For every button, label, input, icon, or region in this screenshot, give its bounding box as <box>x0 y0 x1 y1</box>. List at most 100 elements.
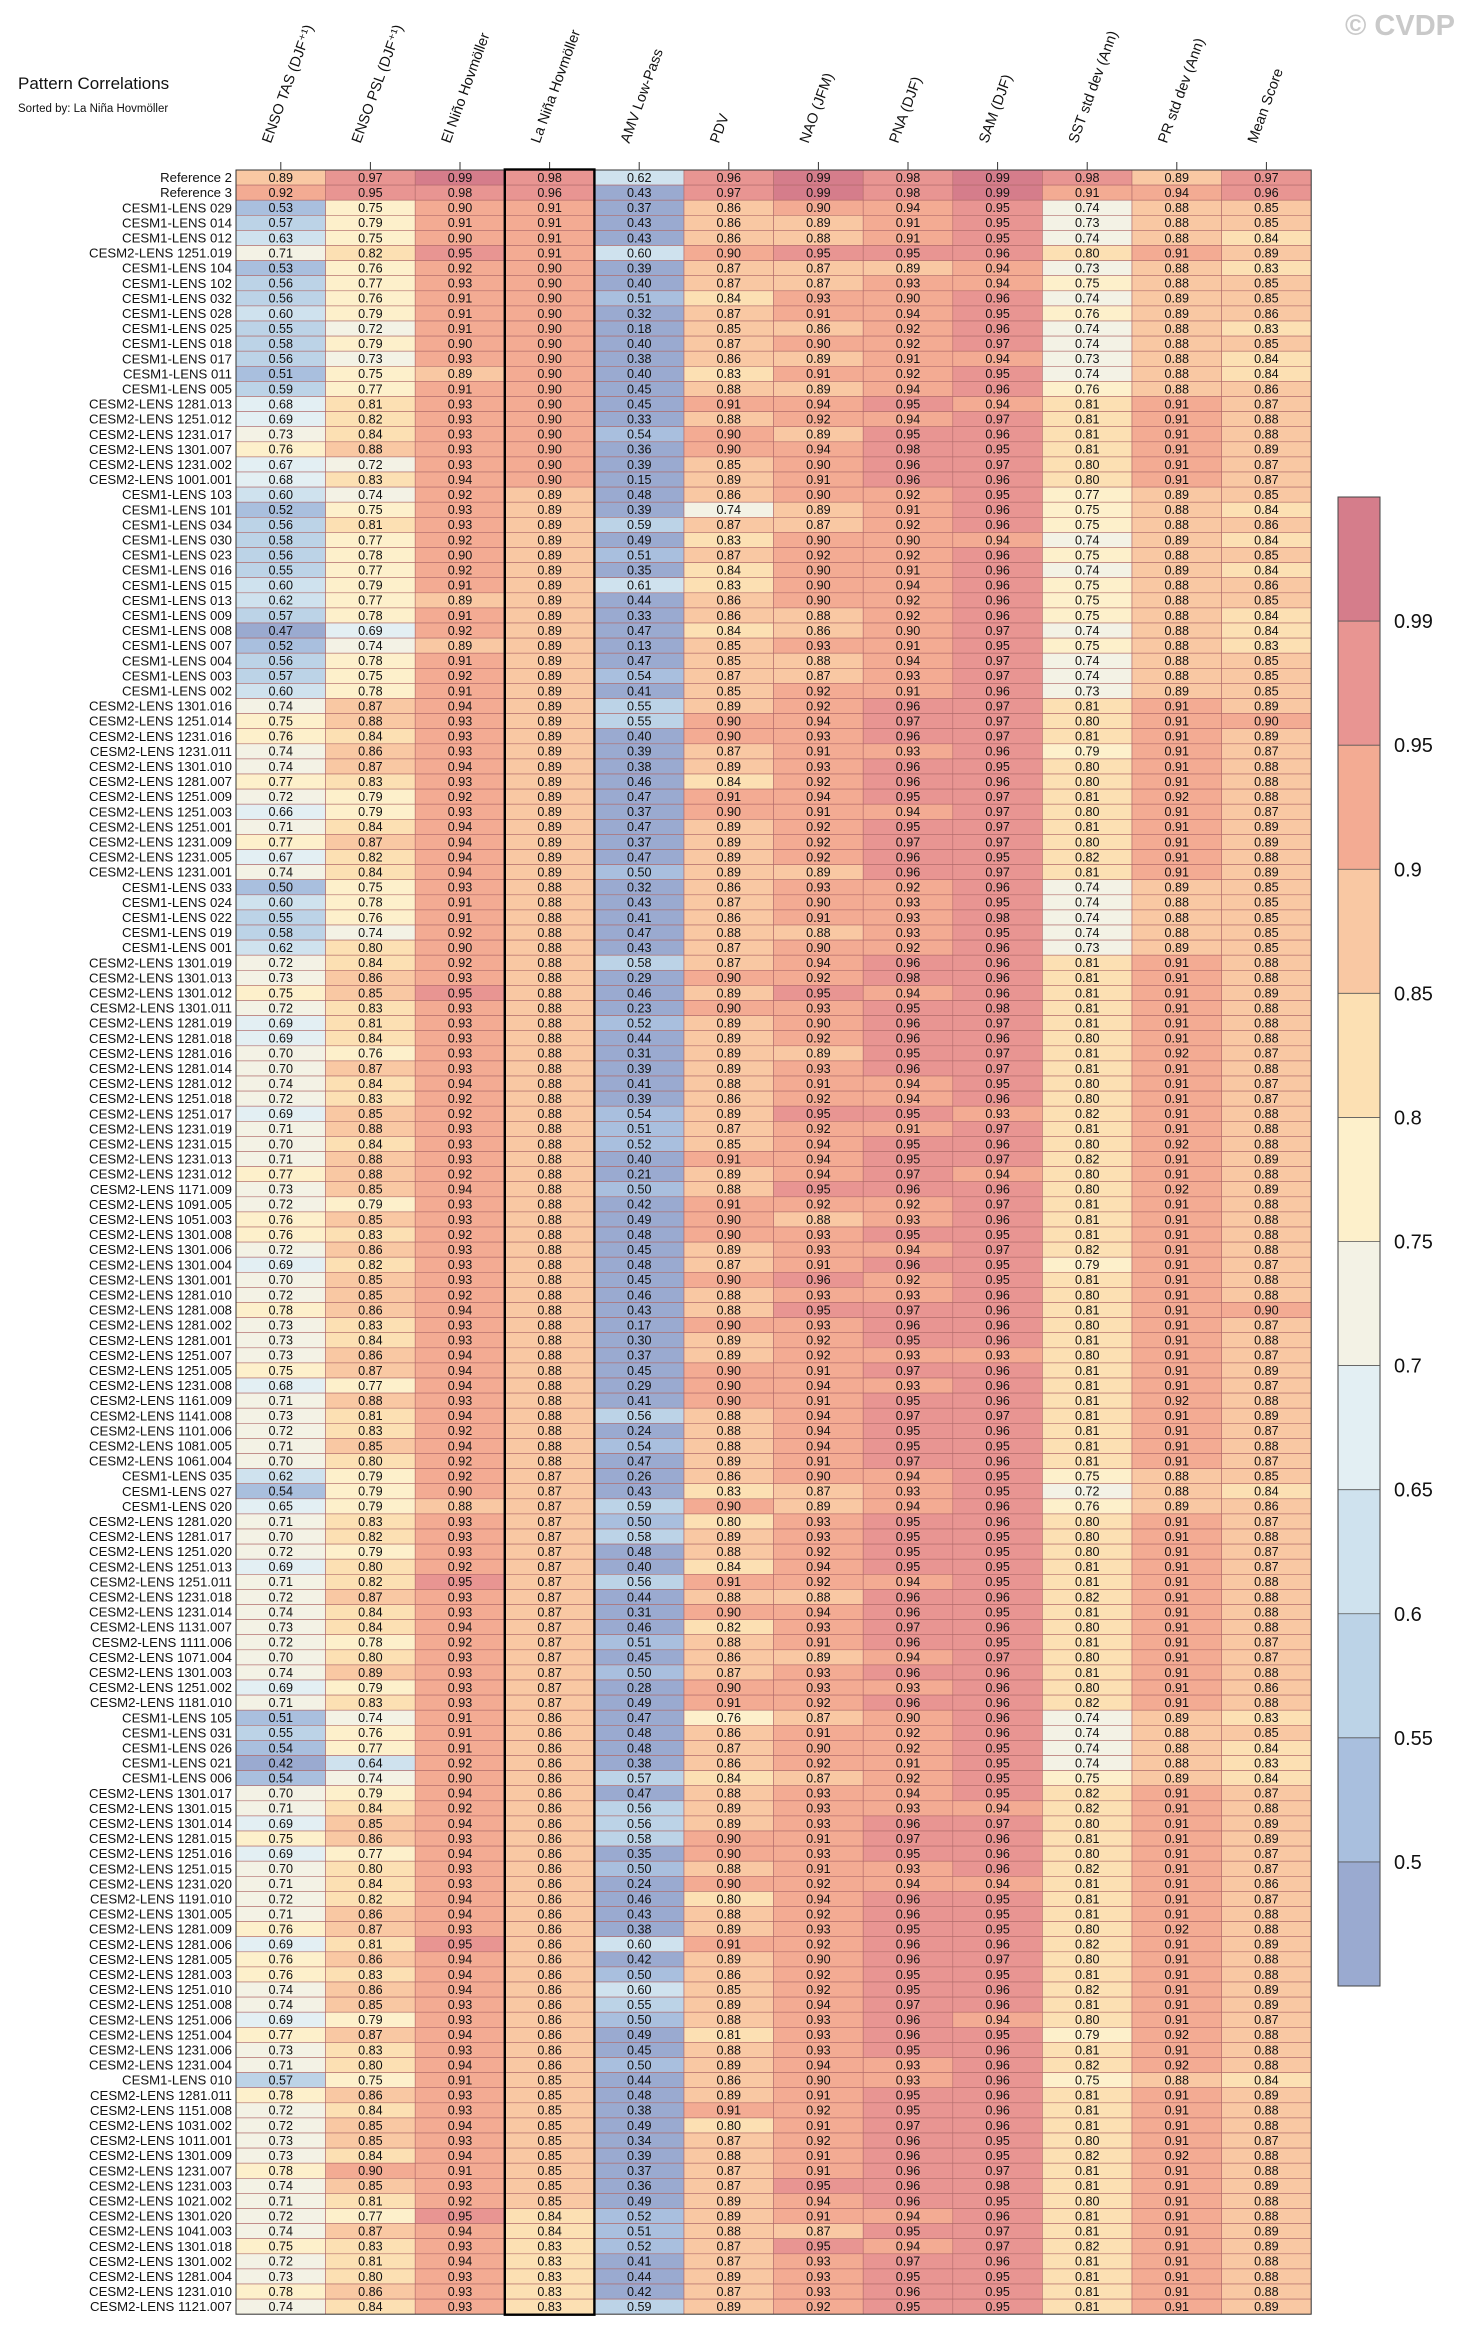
cell-value-label: 0.88 <box>537 1394 562 1408</box>
cell-value-label: 0.51 <box>627 292 652 306</box>
cell-value-label: 0.94 <box>806 1137 831 1151</box>
row-label: CESM1-LENS 013 <box>122 593 232 608</box>
cell-value-label: 0.60 <box>627 1983 652 1997</box>
cell-value-label: 0.93 <box>448 1318 473 1332</box>
cell-value-label: 0.80 <box>1075 1318 1100 1332</box>
cell-value-label: 0.93 <box>806 1228 831 1242</box>
cell-value-label: 0.98 <box>896 971 921 985</box>
cell-value-label: 0.92 <box>896 941 921 955</box>
cell-value-label: 0.91 <box>806 1454 831 1468</box>
cell-value-label: 0.81 <box>1075 2300 1100 2314</box>
cell-value-label: 0.54 <box>627 428 652 442</box>
cell-value-label: 0.89 <box>537 548 562 562</box>
cell-value-label: 0.91 <box>806 307 831 321</box>
cell-value-label: 0.85 <box>1254 684 1279 698</box>
cell-value-label: 0.84 <box>1254 609 1279 623</box>
cell-value-label: 0.93 <box>806 1001 831 1015</box>
cell-value-label: 0.93 <box>806 2255 831 2269</box>
cell-value-label: 0.80 <box>358 2270 383 2284</box>
cell-value-label: 0.93 <box>448 1213 473 1227</box>
column-header: ENSO TAS (DJF⁺¹) <box>260 23 318 146</box>
cell-value-label: 0.94 <box>806 1424 831 1438</box>
row-label: CESM1-LENS 033 <box>122 880 232 895</box>
cell-value-label: 0.92 <box>806 1696 831 1710</box>
cell-value-label: 0.86 <box>717 1968 742 1982</box>
cell-value-label: 0.95 <box>806 1183 831 1197</box>
cell-value-label: 0.91 <box>717 397 742 411</box>
row-label: CESM2-LENS 1301.005 <box>89 1907 232 1922</box>
cell-value-label: 0.92 <box>896 1741 921 1755</box>
cell-value-label: 0.86 <box>358 745 383 759</box>
cell-value-label: 0.69 <box>269 2013 294 2027</box>
cell-value-label: 0.72 <box>269 1892 294 1906</box>
cell-value-label: 0.82 <box>1075 1152 1100 1166</box>
cell-value-label: 0.96 <box>985 1726 1010 1740</box>
cell-value-label: 0.82 <box>1075 1802 1100 1816</box>
cell-value-label: 0.89 <box>537 835 562 849</box>
cell-value-label: 0.92 <box>806 548 831 562</box>
cell-value-label: 0.80 <box>1075 246 1100 260</box>
cell-value-label: 0.95 <box>985 1273 1010 1287</box>
cell-value-label: 0.75 <box>358 503 383 517</box>
row-label: CESM1-LENS 016 <box>122 563 232 578</box>
cell-value-label: 0.88 <box>537 941 562 955</box>
cell-value-label: 0.95 <box>896 1922 921 1936</box>
cell-value-label: 0.91 <box>1165 443 1190 457</box>
cell-value-label: 0.77 <box>358 594 383 608</box>
cell-value-label: 0.99 <box>806 171 831 185</box>
cell-value-label: 0.93 <box>448 1877 473 1891</box>
cell-value-label: 0.54 <box>269 1741 294 1755</box>
cell-value-label: 0.90 <box>448 1771 473 1785</box>
cell-value-label: 0.69 <box>358 624 383 638</box>
cell-value-label: 0.87 <box>717 2285 742 2299</box>
cell-value-label: 0.89 <box>717 1530 742 1544</box>
cell-value-label: 0.83 <box>717 579 742 593</box>
cell-value-label: 0.89 <box>1254 820 1279 834</box>
cell-value-label: 0.48 <box>627 2089 652 2103</box>
cell-value-label: 0.92 <box>448 1756 473 1770</box>
cell-value-label: 0.72 <box>269 790 294 804</box>
cell-value-label: 0.88 <box>1165 1485 1190 1499</box>
cell-value-label: 0.95 <box>806 1303 831 1317</box>
cell-value-label: 0.91 <box>1165 1062 1190 1076</box>
cell-value-label: 0.88 <box>717 382 742 396</box>
cell-value-label: 0.93 <box>448 1530 473 1544</box>
cell-value-label: 0.93 <box>448 2104 473 2118</box>
cell-value-label: 0.83 <box>1254 1711 1279 1725</box>
cell-value-label: 0.95 <box>896 1152 921 1166</box>
cell-value-label: 0.89 <box>717 1998 742 2012</box>
row-label: CESM2-LENS 1251.006 <box>89 2012 232 2027</box>
cell-value-label: 0.93 <box>896 1379 921 1393</box>
cell-value-label: 0.93 <box>896 2058 921 2072</box>
cell-value-label: 0.88 <box>537 971 562 985</box>
cell-value-label: 0.87 <box>1254 1424 1279 1438</box>
cell-value-label: 0.73 <box>269 2270 294 2284</box>
cell-value-label: 0.74 <box>1075 563 1100 577</box>
cell-value-label: 0.81 <box>1075 2224 1100 2238</box>
cell-value-label: 0.95 <box>896 1107 921 1121</box>
cell-value-label: 0.94 <box>985 261 1010 275</box>
cell-value-label: 0.96 <box>896 2149 921 2163</box>
cell-value-label: 0.76 <box>358 911 383 925</box>
cell-value-label: 0.74 <box>269 760 294 774</box>
cell-value-label: 0.91 <box>1165 2119 1190 2133</box>
cell-value-label: 0.93 <box>896 745 921 759</box>
cell-value-label: 0.89 <box>1254 2240 1279 2254</box>
cell-value-label: 0.15 <box>627 473 652 487</box>
cell-value-label: 0.63 <box>269 231 294 245</box>
cell-value-label: 0.75 <box>358 367 383 381</box>
cell-value-label: 0.85 <box>537 2164 562 2178</box>
cell-value-label: 0.91 <box>717 1198 742 1212</box>
row-label: CESM2-LENS 1301.012 <box>89 985 232 1000</box>
cell-value-label: 0.87 <box>1254 473 1279 487</box>
colorbar-swatch <box>1338 993 1380 1118</box>
cell-value-label: 0.95 <box>985 367 1010 381</box>
cell-value-label: 0.81 <box>1075 1998 1100 2012</box>
cell-value-label: 0.73 <box>1075 261 1100 275</box>
cell-value-label: 0.92 <box>896 548 921 562</box>
cell-value-label: 0.89 <box>717 850 742 864</box>
cell-value-label: 0.74 <box>1075 1726 1100 1740</box>
cell-value-label: 0.87 <box>1254 2013 1279 2027</box>
cell-value-label: 0.93 <box>806 1787 831 1801</box>
cell-value-label: 0.47 <box>627 820 652 834</box>
